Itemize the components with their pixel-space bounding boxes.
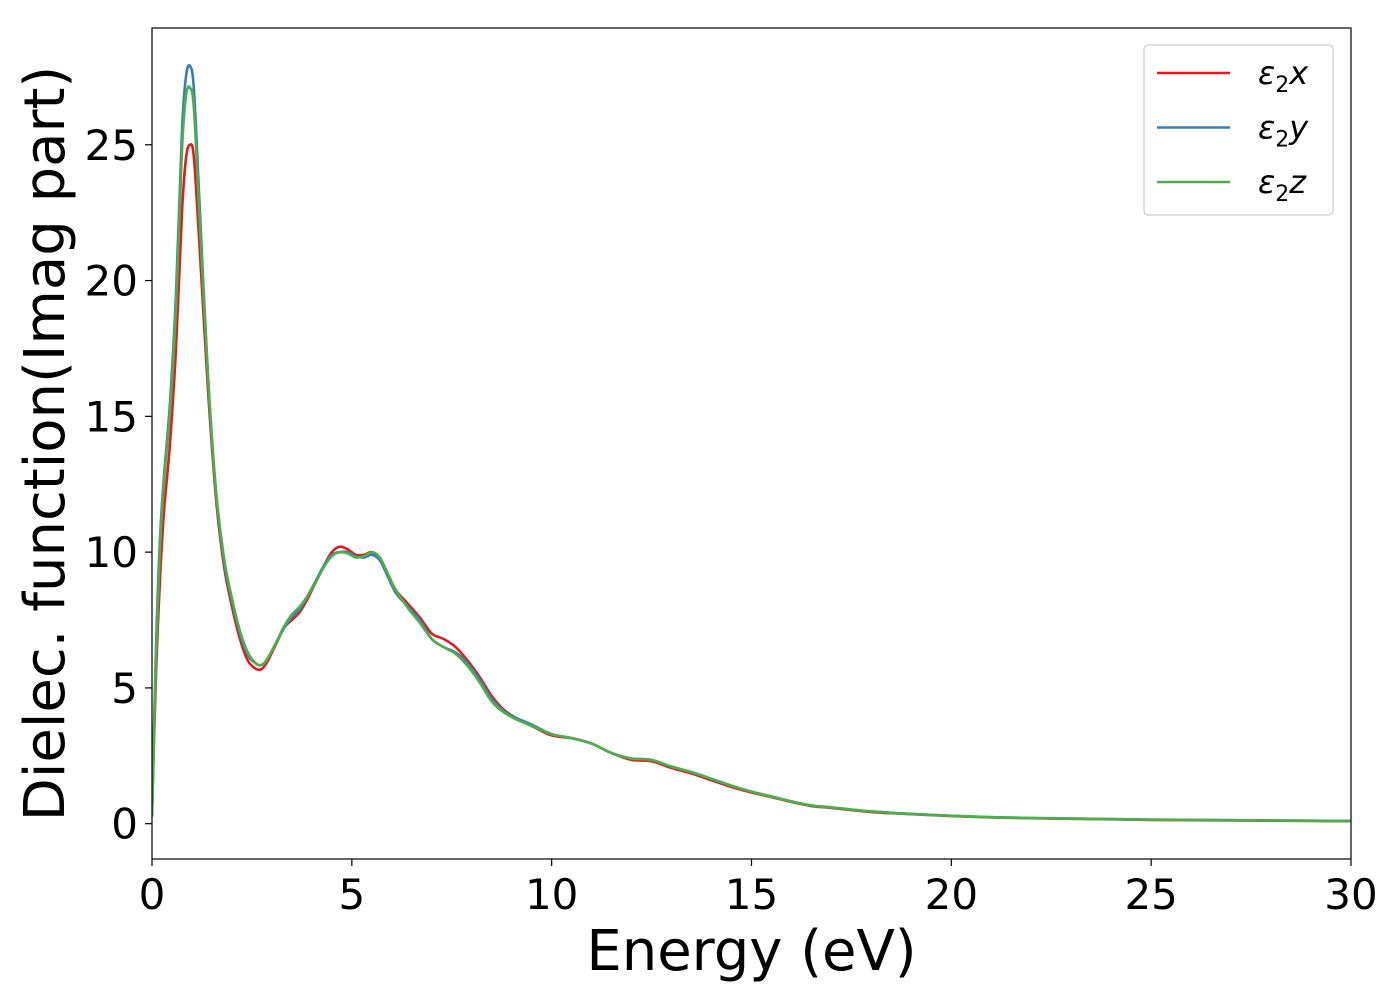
y-tick-label: 15 [85, 392, 138, 441]
y-axis-ticks: 0 5 10 15 20 25 [85, 121, 152, 849]
legend: ε2x ε2y ε2z [1143, 44, 1334, 216]
legend-label: ε2y [1258, 109, 1309, 153]
series-line-x [152, 142, 1351, 823]
legend-item-x: ε2x [1157, 54, 1309, 98]
y-tick-label: 5 [111, 664, 138, 713]
y-axis-title: Dielec. function(Imag part) [13, 66, 78, 822]
x-tick-label: 20 [925, 870, 978, 919]
x-tick-label: 15 [725, 870, 778, 919]
x-tick-label: 0 [139, 870, 166, 919]
y-tick-label: 20 [85, 257, 138, 306]
legend-item-y: ε2y [1157, 109, 1309, 153]
y-tick-label: 25 [85, 121, 138, 170]
legend-label: ε2z [1258, 163, 1307, 207]
x-axis-ticks: 0 5 10 15 20 25 30 [139, 859, 1378, 919]
x-tick-label: 25 [1124, 870, 1177, 919]
legend-label: ε2x [1258, 54, 1309, 98]
x-tick-label: 10 [525, 870, 578, 919]
x-tick-label: 30 [1324, 870, 1377, 919]
y-tick-label: 0 [111, 800, 138, 849]
legend-items: ε2x ε2y ε2z [1157, 54, 1309, 207]
x-tick-label: 5 [338, 870, 365, 919]
x-axis-title: Energy (eV) [586, 919, 916, 984]
series-layer [152, 63, 1351, 823]
legend-item-z: ε2z [1157, 163, 1307, 207]
series-line-z [152, 85, 1351, 823]
legend-box [1143, 44, 1334, 216]
y-tick-label: 10 [85, 528, 138, 577]
